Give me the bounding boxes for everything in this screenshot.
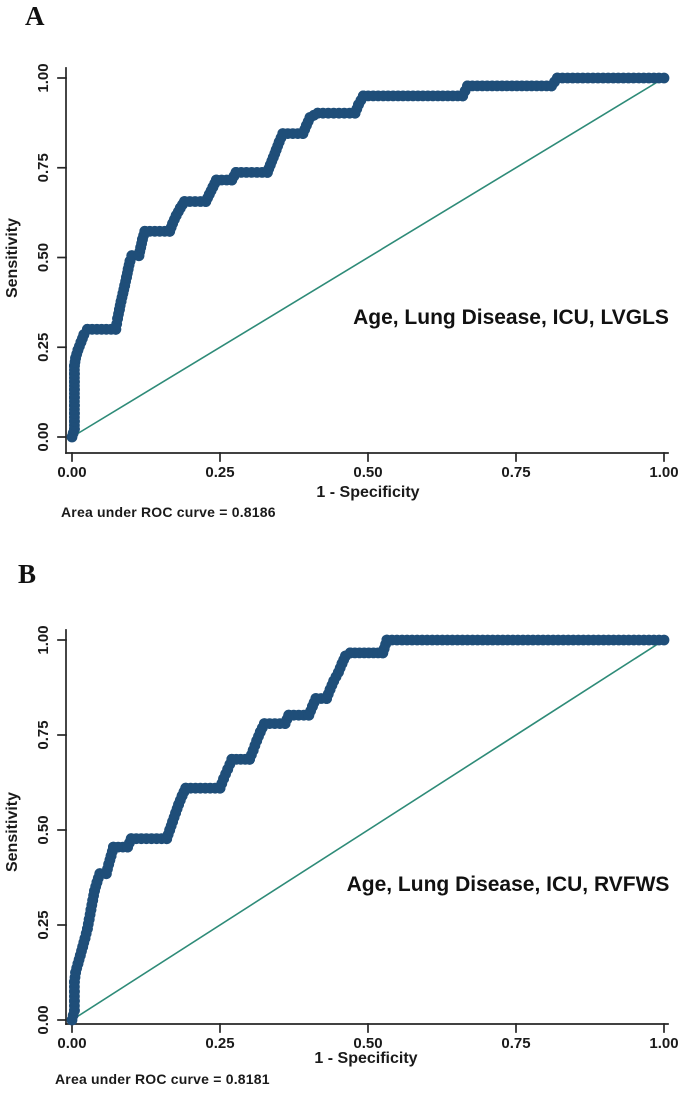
x-tick-label: 0.75 <box>501 1035 530 1052</box>
panel-b-y-axis-title: Sensitivity <box>4 792 21 872</box>
x-tick-label: 0.50 <box>353 464 382 481</box>
reference-diagonal-line <box>71 77 665 438</box>
panel-a-letter: A <box>25 1 45 31</box>
panel-b-auc-text: Area under ROC curve = 0.8181 <box>55 1071 270 1087</box>
panel-a-y-axis-title: Sensitivity <box>4 218 21 298</box>
axes: 0.00 0.25 0.50 0.75 1.00 0.00 0.25 0.50 0.75 1.00 <box>35 63 679 481</box>
panel-a-plot-area: 0.00 0.25 0.50 0.75 1.00 0.00 0.25 0.50 0.75 1.00 <box>35 63 679 481</box>
roc-curve-dot <box>658 634 670 646</box>
y-tick-label: 1.00 <box>35 63 52 92</box>
panel-a-auc-text: Area under ROC curve = 0.8186 <box>61 504 276 520</box>
x-tick-label: 0.50 <box>353 1035 382 1052</box>
panel-a-x-axis-title: 1 - Specificity <box>316 484 419 501</box>
x-tick-label: 0.00 <box>57 1035 86 1052</box>
reference-diagonal-line <box>71 639 665 1021</box>
y-tick-label: 0.00 <box>35 1005 52 1034</box>
panel-b-plot-area: 0.00 0.25 0.50 0.75 1.00 0.00 0.25 0.50 0.75 1.00 <box>35 625 679 1052</box>
x-tick-label: 0.75 <box>501 464 530 481</box>
y-tick-label: 1.00 <box>35 625 52 654</box>
x-tick-label: 0.00 <box>57 464 86 481</box>
y-tick-label: 0.75 <box>35 153 52 182</box>
y-tick-label: 0.25 <box>35 333 52 362</box>
roc-curve <box>66 72 670 443</box>
x-tick-label: 1.00 <box>649 464 678 481</box>
y-tick-label: 0.50 <box>35 815 52 844</box>
y-tick-label: 0.50 <box>35 243 52 272</box>
x-tick-label: 0.25 <box>205 1035 234 1052</box>
roc-curve-dot <box>658 72 670 84</box>
y-tick-label: 0.75 <box>35 720 52 749</box>
panel-b-x-axis-title: 1 - Specificity <box>314 1050 417 1067</box>
panel-a-annotation: Age, Lung Disease, ICU, LVGLS <box>353 306 669 329</box>
panel-b-annotation: Age, Lung Disease, ICU, RVFWS <box>347 873 670 896</box>
x-tick-label: 1.00 <box>649 1035 678 1052</box>
x-tick-label: 0.25 <box>205 464 234 481</box>
roc-curve <box>66 634 670 1026</box>
y-tick-label: 0.00 <box>35 422 52 451</box>
panel-b: B Sensitivity 0.00 0.25 0.50 0.75 1.000.000.… <box>4 559 679 1087</box>
y-tick-label: 0.25 <box>35 910 52 939</box>
axes: 0.00 0.25 0.50 0.75 1.00 0.00 0.25 0.50 0.75 1.00 <box>35 625 679 1052</box>
panel-a: A Sensitivity 0.00 0.25 0.50 0.75 1.000.000.… <box>4 1 679 520</box>
panel-b-letter: B <box>18 559 36 589</box>
